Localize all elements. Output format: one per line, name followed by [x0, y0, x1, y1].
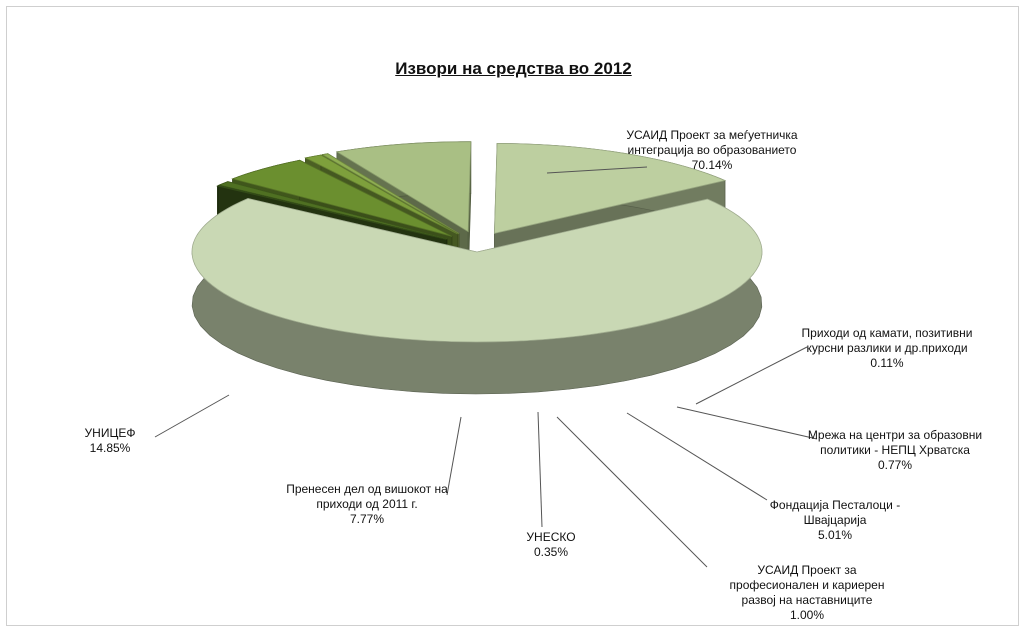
slice-label-line: политики - НЕПЦ Хрватска	[820, 443, 970, 457]
slice-label: УСАИД Проект за професионален и кариерен р…	[730, 563, 885, 622]
leader-line	[695, 346, 808, 405]
leader-line	[446, 416, 462, 496]
pie-slice-top	[335, 141, 472, 233]
slice-label-line: интеграција во образованието	[628, 143, 797, 157]
slice-value-label: 1.00%	[790, 608, 824, 622]
slice-label-line: УСАИД Проект за меѓуетничка	[626, 128, 798, 142]
pie-chart: УСАИД Проект за меѓуетничка интеграција в…	[85, 128, 983, 622]
leader-line	[676, 406, 818, 440]
pie-slices	[191, 141, 763, 395]
pie-slice-top	[304, 154, 458, 235]
chart-title: Извори на средства во 2012	[395, 59, 632, 78]
pie-slice	[191, 197, 763, 395]
slice-label-line: професионален и кариерен	[730, 578, 885, 592]
pie-labels: УСАИД Проект за меѓуетничка интеграција в…	[85, 128, 983, 622]
slice-value-label: 0.35%	[534, 545, 568, 559]
chart-frame: Извори на средства во 2012 УСАИД Проект …	[6, 6, 1019, 626]
slice-value-label: 70.14%	[692, 158, 733, 172]
slice-label: Приходи од камати, позитивни курсни разли…	[802, 326, 973, 370]
pie-slice-top	[493, 143, 727, 234]
slice-value-label: 0.11%	[870, 356, 903, 370]
slice-label: Пренесен дел од вишокот на приходи од 201…	[286, 482, 448, 526]
slice-label-line: Пренесен дел од вишокот на	[286, 482, 448, 496]
pie-slice-top	[191, 198, 763, 343]
leader-line	[537, 411, 543, 528]
slice-label-line: Мрежа на центри за образовни	[808, 428, 982, 442]
slice-label-line: приходи од 2011 г.	[316, 497, 417, 511]
slice-label-line: развој на наставниците	[742, 593, 873, 607]
slice-label-line: Швајцарија	[804, 513, 867, 527]
leader-line	[546, 166, 648, 174]
slice-label: УНЕСКО 0.35%	[526, 530, 575, 559]
pie-slice-top	[231, 159, 453, 237]
slice-value-label: 0.77%	[878, 458, 912, 472]
slice-label: Фондација Песталоци -Швајцарија 5.01%	[770, 498, 900, 542]
pie-slice-top	[216, 185, 447, 240]
slice-value-label: 5.01%	[818, 528, 852, 542]
slice-label-line: Приходи од камати, позитивни	[802, 326, 973, 340]
slice-label: УСАИД Проект за меѓуетничка интеграција в…	[626, 128, 798, 172]
slice-label-line: курсни разлики и др.приходи	[806, 341, 967, 355]
pie-slice-top	[321, 153, 460, 234]
slice-label: Мрежа на центри за образовни политики - Н…	[808, 428, 982, 472]
slice-label: УНИЦЕФ 14.85%	[85, 426, 136, 455]
leader-line	[626, 412, 768, 501]
slice-value-label: 7.77%	[350, 512, 384, 526]
leader-line	[556, 416, 708, 568]
slice-label-line: УСАИД Проект за	[757, 563, 856, 577]
slice-label-line: Фондација Песталоци -	[770, 498, 900, 512]
slice-label-line: УНЕСКО	[526, 530, 575, 544]
pie-slice-top	[217, 181, 448, 240]
leader-line	[154, 394, 230, 438]
slice-value-label: 14.85%	[90, 441, 131, 455]
slice-label-line: УНИЦЕФ	[85, 426, 136, 440]
